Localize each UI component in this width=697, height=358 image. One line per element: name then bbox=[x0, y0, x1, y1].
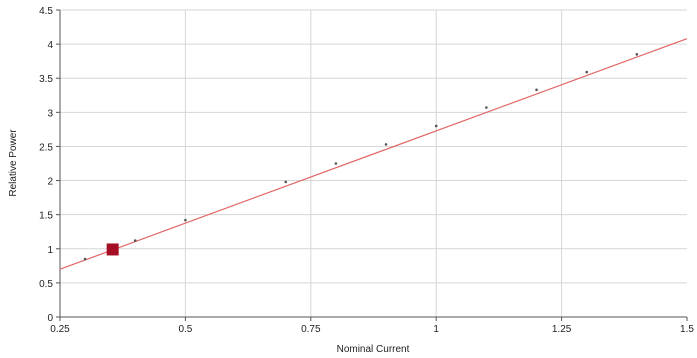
data-point bbox=[434, 124, 438, 128]
y-tick-label: 1.5 bbox=[39, 211, 53, 222]
y-tick-label: 4 bbox=[47, 40, 53, 51]
y-tick-label: 0 bbox=[47, 313, 53, 324]
x-tick-label: 1.25 bbox=[552, 324, 572, 335]
fit-line bbox=[59, 38, 688, 270]
y-tick-label: 0.5 bbox=[39, 279, 53, 290]
highlight-marker[interactable] bbox=[106, 243, 119, 256]
data-points bbox=[83, 53, 639, 261]
data-point bbox=[284, 180, 288, 184]
data-point bbox=[485, 106, 488, 109]
y-tick-label: 2.5 bbox=[39, 142, 53, 153]
x-tick-label: 1.5 bbox=[680, 324, 694, 335]
data-point bbox=[384, 143, 388, 146]
fit-line-group bbox=[59, 38, 688, 270]
x-tick-label: 0.5 bbox=[178, 324, 192, 335]
data-point bbox=[535, 88, 538, 92]
y-tick-label: 4.5 bbox=[39, 6, 53, 17]
y-tick-label: 1 bbox=[47, 245, 53, 256]
gridlines bbox=[60, 9, 687, 317]
data-point bbox=[585, 70, 588, 74]
data-point bbox=[334, 162, 338, 165]
x-axis-ticks: 0.25 0.5 0.75 1 1.25 1.5 bbox=[50, 317, 694, 335]
axes bbox=[59, 10, 687, 318]
x-tick-label: 0.25 bbox=[50, 324, 70, 335]
y-tick-label: 3 bbox=[47, 108, 53, 119]
y-axis-ticks: 0 0.5 1 1.5 2 2.5 3 3.5 4 4.5 bbox=[39, 6, 60, 324]
plot-area bbox=[60, 10, 687, 317]
data-point bbox=[184, 218, 187, 222]
highlight-group[interactable] bbox=[106, 243, 119, 256]
data-point bbox=[635, 53, 639, 56]
y-tick-label: 2 bbox=[47, 177, 53, 188]
x-axis-title: Nominal Current bbox=[337, 344, 410, 355]
x-tick-label: 1 bbox=[433, 324, 439, 335]
data-point bbox=[133, 239, 137, 242]
x-tick-label: 0.75 bbox=[301, 324, 321, 335]
data-point bbox=[83, 257, 87, 261]
y-axis-title: Relative Power bbox=[8, 129, 19, 197]
y-tick-label: 3.5 bbox=[39, 74, 53, 85]
